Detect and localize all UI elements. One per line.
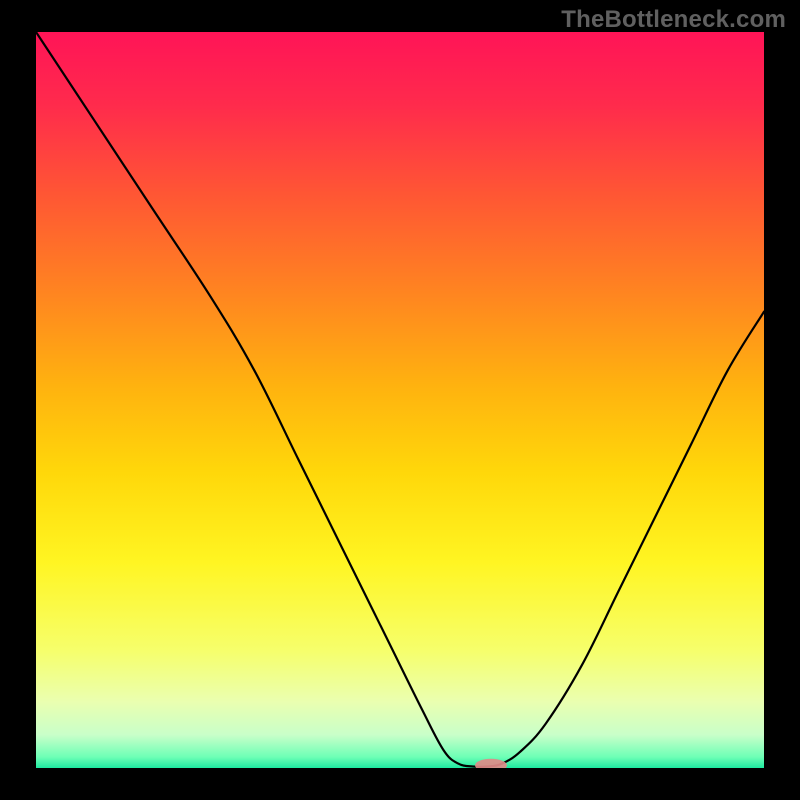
watermark-text: TheBottleneck.com	[561, 6, 786, 34]
plot-area	[36, 32, 764, 768]
plot-background	[36, 32, 764, 768]
plot-svg	[36, 32, 764, 768]
stage: TheBottleneck.com	[0, 0, 800, 800]
